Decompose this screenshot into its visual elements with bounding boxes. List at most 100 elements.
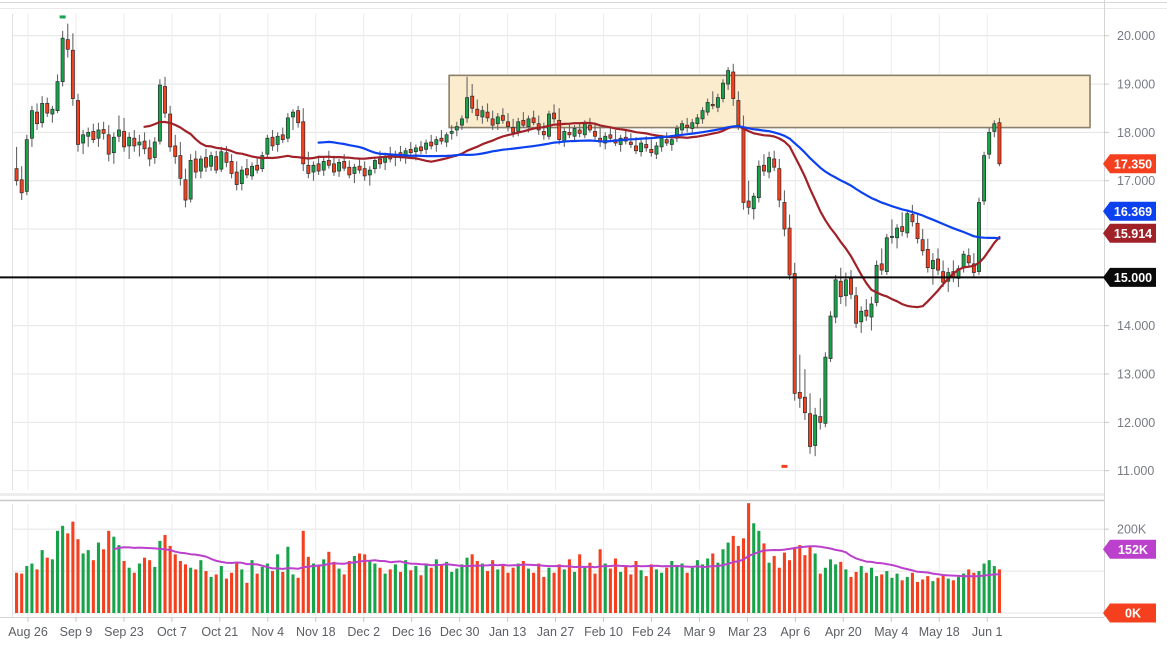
volume-bar bbox=[270, 571, 275, 613]
volume-zero-tag[interactable]: 0K bbox=[1103, 603, 1156, 623]
candle-body bbox=[485, 111, 490, 119]
last-price-tag[interactable]: 17.350 bbox=[1103, 154, 1156, 174]
candle-body bbox=[997, 122, 1002, 165]
candle-body bbox=[106, 134, 111, 155]
candle-body bbox=[930, 260, 935, 270]
candle-body bbox=[644, 144, 649, 149]
date-axis-tick: May 4 bbox=[874, 625, 908, 639]
date-axis-tick: Aug 26 bbox=[8, 625, 48, 639]
volume-bar bbox=[378, 567, 382, 613]
volume-bar bbox=[741, 538, 746, 613]
volume-bar bbox=[711, 553, 715, 613]
volume-bar bbox=[496, 569, 500, 613]
blue-ma-tag[interactable]: 16.369 bbox=[1103, 201, 1156, 221]
volume-bar bbox=[460, 564, 464, 613]
candle-body bbox=[797, 392, 802, 399]
candle-body bbox=[29, 110, 34, 139]
candle-body bbox=[500, 115, 505, 121]
candle-body bbox=[874, 264, 879, 303]
date-axis-tick: Oct 7 bbox=[157, 625, 187, 639]
candle-body bbox=[987, 132, 992, 155]
candle-body bbox=[408, 148, 413, 154]
volume-bar bbox=[398, 571, 403, 613]
volume-bar bbox=[997, 569, 1001, 613]
volume-bar bbox=[153, 566, 157, 613]
volume-bar bbox=[726, 542, 730, 613]
candle-body bbox=[884, 237, 889, 272]
volume-bar bbox=[875, 576, 879, 613]
volume-bar bbox=[762, 543, 766, 613]
candle-body bbox=[731, 71, 736, 99]
candle-body bbox=[337, 162, 342, 172]
volume-bar bbox=[40, 550, 44, 613]
date-axis-tick: Dec 2 bbox=[347, 625, 380, 639]
volume-bar bbox=[782, 552, 786, 613]
volume-bar bbox=[30, 563, 34, 613]
volume-bar bbox=[311, 563, 316, 613]
volume-series[interactable] bbox=[15, 503, 1001, 613]
volume-bar bbox=[45, 557, 49, 613]
volume-bar bbox=[475, 561, 479, 613]
volume-bar bbox=[685, 572, 689, 613]
volume-bar bbox=[96, 542, 101, 613]
volume-bar bbox=[501, 565, 505, 613]
candlestick-series[interactable] bbox=[14, 23, 1002, 457]
resistance-zone-rectangle[interactable] bbox=[448, 74, 1091, 129]
volume-bar bbox=[240, 569, 244, 613]
candle-body bbox=[726, 70, 731, 85]
volume-bar bbox=[670, 561, 674, 613]
red-ma-tag[interactable]: 15.914 bbox=[1103, 223, 1156, 243]
candle-body bbox=[122, 131, 126, 148]
candle-body bbox=[193, 158, 198, 173]
candle-body bbox=[869, 303, 874, 318]
volume-bar bbox=[813, 553, 817, 613]
candle-body bbox=[378, 158, 382, 165]
candle-body bbox=[459, 118, 464, 126]
volume-zero-tag-shape bbox=[1103, 603, 1156, 623]
volume-bar bbox=[250, 560, 254, 613]
candle-body bbox=[188, 160, 193, 200]
buy-marker-icon bbox=[59, 15, 66, 19]
volume-bar bbox=[276, 554, 280, 613]
candle-body bbox=[762, 164, 766, 172]
volume-bar bbox=[143, 557, 147, 613]
volume-bar bbox=[465, 557, 469, 613]
horizontal-line-tag-label: 15.000 bbox=[1114, 271, 1152, 285]
volume-bar bbox=[358, 553, 362, 613]
date-axis-tick: Sep 9 bbox=[60, 625, 93, 639]
date-axis-tick: Apr 20 bbox=[825, 625, 862, 639]
volume-bar bbox=[383, 573, 387, 613]
date-axis-tick: Feb 24 bbox=[632, 625, 671, 639]
volume-bar bbox=[690, 567, 694, 613]
date-axis-tick: Feb 10 bbox=[584, 625, 623, 639]
date-axis-tick: Oct 21 bbox=[201, 625, 238, 639]
date-axis-tick: Dec 30 bbox=[440, 625, 480, 639]
candle-body bbox=[270, 136, 275, 147]
candle-body bbox=[669, 139, 674, 145]
date-axis-tick: May 18 bbox=[919, 625, 960, 639]
candle-body bbox=[229, 161, 234, 174]
volume-bar bbox=[317, 566, 321, 613]
horizontal-line-tag[interactable]: 15.000 bbox=[1103, 267, 1156, 287]
candle-body bbox=[772, 158, 777, 168]
volume-bar bbox=[296, 577, 300, 613]
volume-ma-tag[interactable]: 152K bbox=[1103, 539, 1156, 559]
volume-ma-tag-label: 152K bbox=[1118, 543, 1148, 557]
volume-bar bbox=[823, 567, 827, 613]
volume-bar bbox=[209, 576, 213, 613]
candle-body bbox=[516, 121, 521, 132]
candle-body bbox=[828, 315, 833, 359]
date-axis-tick: Apr 6 bbox=[780, 625, 810, 639]
volume-bar bbox=[793, 548, 797, 613]
volume-bar bbox=[700, 564, 705, 613]
volume-bar bbox=[931, 581, 935, 613]
volume-bar bbox=[204, 571, 208, 613]
volume-bar bbox=[230, 572, 234, 613]
volume-bar bbox=[25, 566, 29, 613]
volume-zero-tag-label: 0K bbox=[1125, 607, 1141, 621]
volume-bar bbox=[803, 555, 807, 613]
volume-bar bbox=[665, 567, 669, 613]
volume-bar bbox=[788, 560, 792, 613]
